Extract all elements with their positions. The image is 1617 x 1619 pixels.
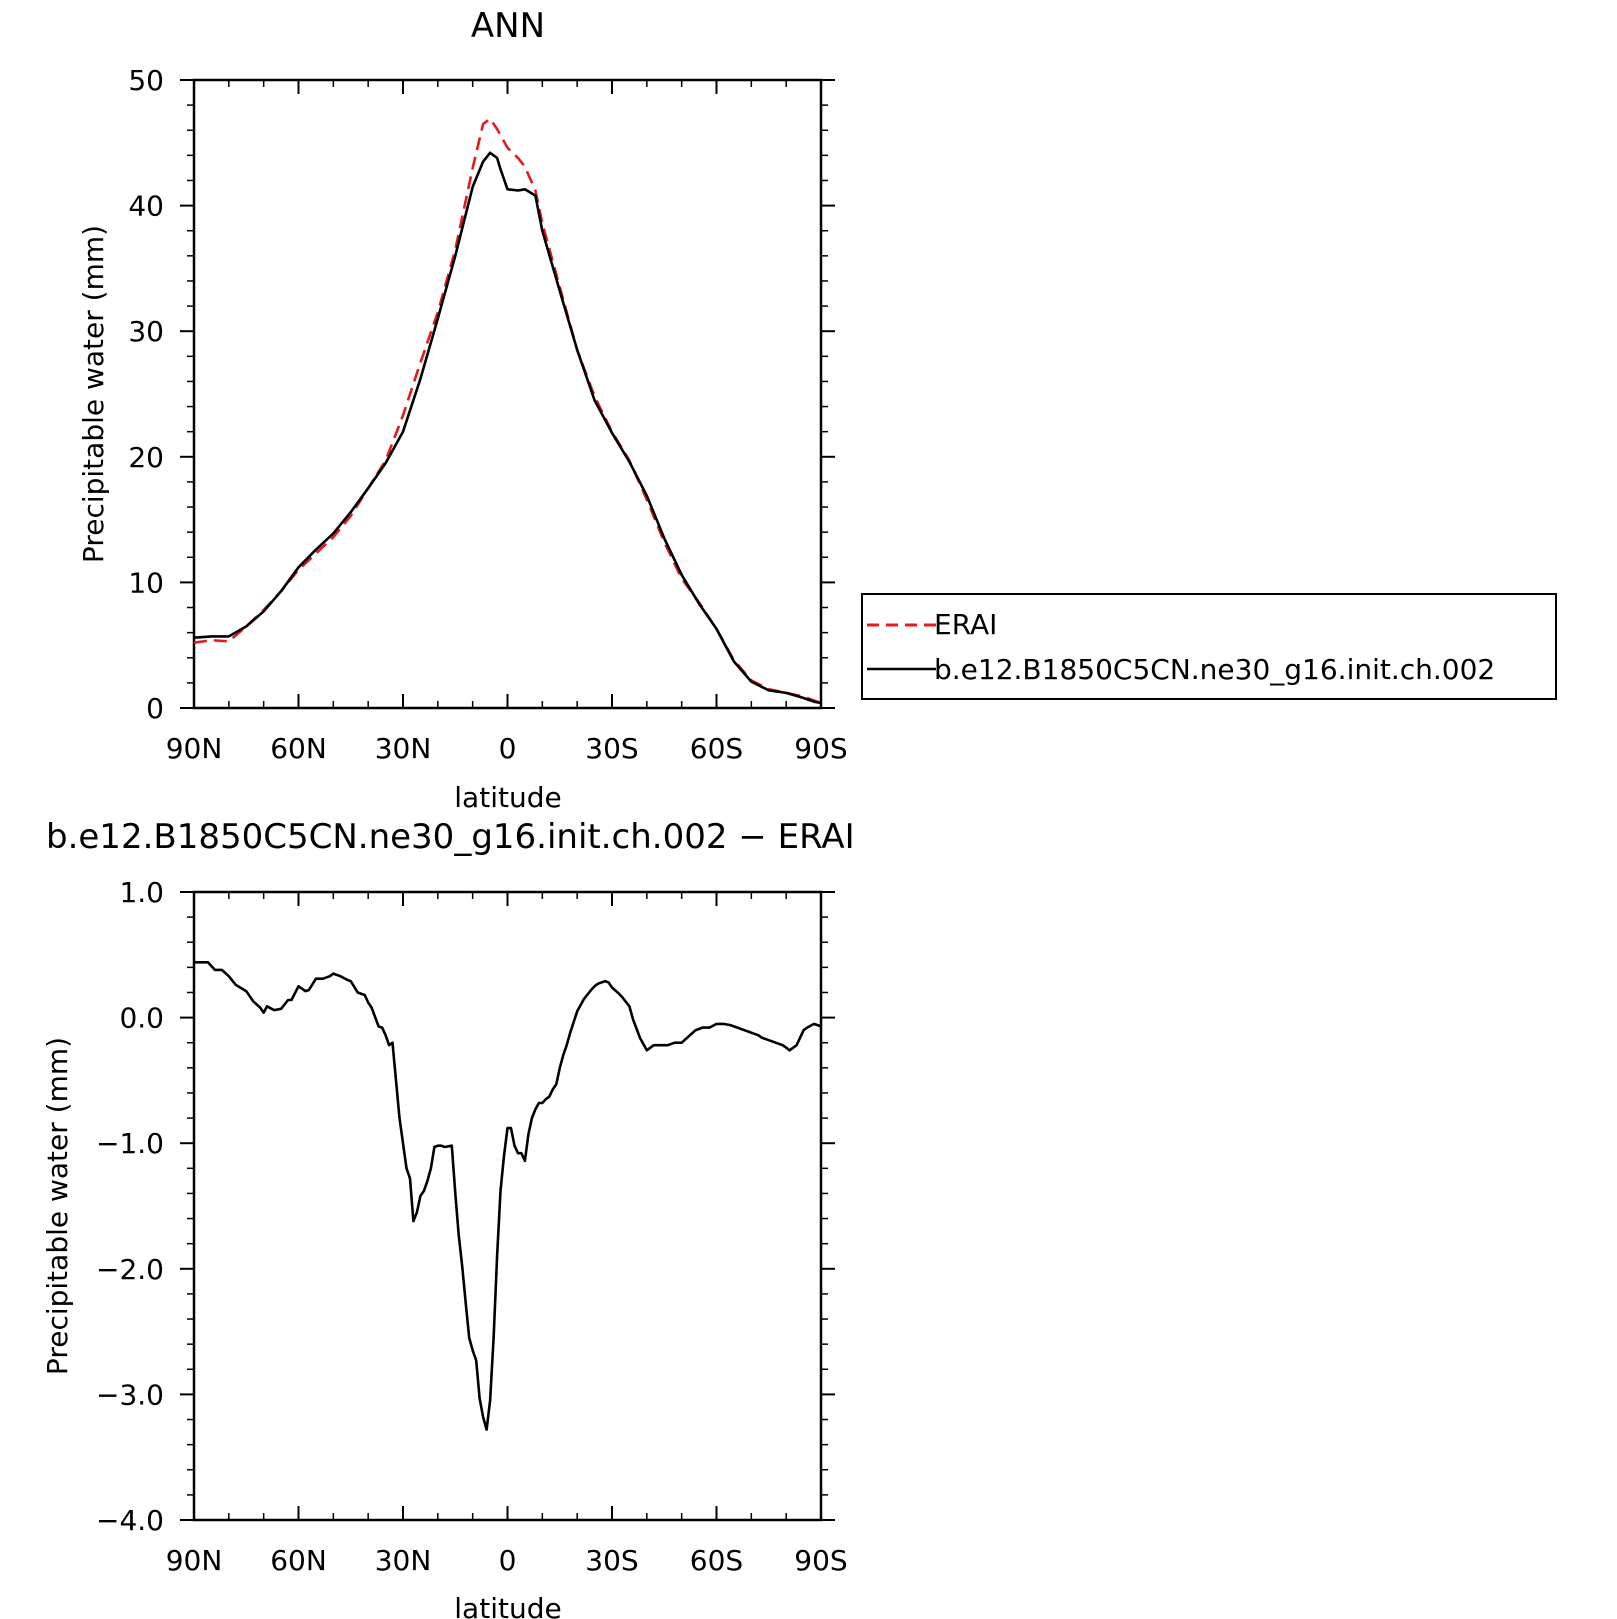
bottom-plot-frame bbox=[192, 890, 823, 1522]
bottom-y-tick-label: −3.0 bbox=[96, 1378, 164, 1411]
top-ticks bbox=[180, 79, 835, 709]
bottom-tick-labels: 90N 60N 30N 0 30S 60S 90S 1.0 0.0 −1.0 −2.0 −3.0 −4.… bbox=[96, 876, 848, 1577]
bottom-x-tick-label: 60N bbox=[270, 1544, 327, 1577]
legend-label-erai: ERAI bbox=[934, 608, 997, 641]
bottom-y-tick-label: −1.0 bbox=[96, 1127, 164, 1160]
top-x-tick-label: 30N bbox=[375, 732, 432, 765]
bottom-series-line-0 bbox=[194, 960, 822, 1431]
top-x-tick-label: 60N bbox=[270, 732, 327, 765]
bottom-y-tick-label: −2.0 bbox=[96, 1253, 164, 1286]
bottom-x-tick-label: 30N bbox=[375, 1544, 432, 1577]
top-y-tick-label: 50 bbox=[128, 64, 164, 97]
top-y-axis-label: Precipitable water (mm) bbox=[77, 225, 110, 563]
bottom-x-tick-label: 90N bbox=[166, 1544, 223, 1577]
legend: ERAI b.e12.B1850C5CN.ne30_g16.init.ch.00… bbox=[861, 593, 1557, 700]
top-series-group bbox=[193, 117, 822, 705]
top-series-line-1 bbox=[193, 151, 822, 705]
top-x-tick-label: 0 bbox=[499, 732, 517, 765]
legend-label-model: b.e12.B1850C5CN.ne30_g16.init.ch.002 bbox=[934, 653, 1495, 686]
bottom-y-tick-label: 0.0 bbox=[119, 1002, 164, 1035]
bottom-x-tick-label: 90S bbox=[794, 1544, 847, 1577]
bottom-x-tick-label: 30S bbox=[585, 1544, 638, 1577]
bottom-y-tick-label: 1.0 bbox=[119, 876, 164, 909]
top-x-axis-label: latitude bbox=[454, 781, 561, 814]
bottom-x-tick-label: 0 bbox=[499, 1544, 517, 1577]
legend-box bbox=[861, 593, 1557, 700]
top-series-line-0 bbox=[193, 117, 822, 705]
top-y-tick-label: 30 bbox=[128, 315, 164, 348]
bottom-panel-title: b.e12.B1850C5CN.ne30_g16.init.ch.002 − E… bbox=[46, 817, 855, 857]
bottom-y-axis-label: Precipitable water (mm) bbox=[41, 1037, 74, 1375]
top-x-tick-label: 60S bbox=[690, 732, 743, 765]
top-plot-frame bbox=[192, 78, 823, 710]
top-x-tick-label: 90N bbox=[166, 732, 223, 765]
top-panel-title: ANN bbox=[471, 6, 545, 46]
bottom-x-axis-label: latitude bbox=[454, 1592, 561, 1619]
top-y-tick-label: 20 bbox=[128, 441, 164, 474]
bottom-panel: b.e12.B1850C5CN.ne30_g16.init.ch.002 − E… bbox=[41, 817, 855, 1619]
top-panel: ANN 90N 60N 30N 0 30S 60S 90S 0 10 20 30 40 50 latit… bbox=[77, 6, 1557, 814]
bottom-x-tick-label: 60S bbox=[690, 1544, 743, 1577]
top-y-tick-label: 0 bbox=[146, 692, 164, 725]
bottom-y-tick-label: −4.0 bbox=[96, 1504, 164, 1537]
top-x-tick-label: 90S bbox=[794, 732, 847, 765]
top-tick-labels: 90N 60N 30N 0 30S 60S 90S 0 10 20 30 40 50 bbox=[128, 64, 847, 765]
top-x-tick-label: 30S bbox=[585, 732, 638, 765]
top-y-tick-label: 10 bbox=[128, 566, 164, 599]
top-y-tick-label: 40 bbox=[128, 190, 164, 223]
bottom-series-group bbox=[194, 960, 822, 1431]
bottom-ticks bbox=[180, 891, 835, 1521]
